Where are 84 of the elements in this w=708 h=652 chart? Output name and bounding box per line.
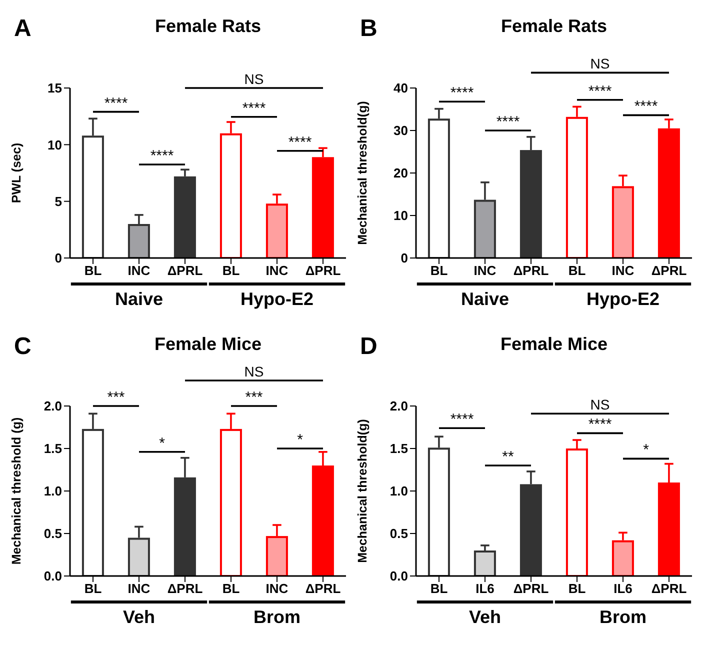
x-tick-label: ΔPRL [513, 263, 549, 278]
x-tick-label: BL [84, 263, 102, 278]
annotation: **** [588, 416, 612, 434]
y-tick-label: 15 [48, 80, 62, 96]
x-tick-label: ΔPRL [651, 263, 687, 278]
annotation: *** [107, 389, 125, 406]
x-tick-label: BL [568, 581, 586, 596]
text: Naive [114, 289, 164, 309]
x-tick-label: INC [612, 263, 635, 278]
annotation: **** [104, 94, 128, 112]
x-tick-label: INC [474, 263, 497, 278]
x-tick-label: INC [128, 581, 151, 596]
y-tick-label: 20 [394, 166, 408, 181]
annotation: * [643, 442, 650, 459]
x-tick-label: BL [222, 581, 240, 596]
y-axis-title: Mechanical threshold (g) [9, 417, 24, 565]
annotation: **** [242, 100, 266, 117]
y-axis-title: Mechanical threshold(g) [355, 419, 370, 563]
x-tick-label: BL [430, 581, 448, 596]
x-tick-label: ΔPRL [651, 581, 687, 596]
x-tick-label: INC [128, 263, 151, 278]
chart-title: Female Mice [500, 334, 608, 354]
text: Hypo-E2 [586, 289, 660, 309]
annotation: **** [450, 411, 474, 428]
text: Hypo-E2 [240, 289, 314, 309]
annotation: **** [496, 114, 520, 130]
text: C [14, 333, 32, 360]
text: Naive [460, 289, 510, 309]
x-tick-label: BL [430, 263, 448, 278]
annotation: NS [590, 396, 610, 413]
y-tick-label: 10 [48, 137, 62, 152]
text: NS [244, 71, 264, 87]
text: Brom [253, 607, 301, 627]
y-tick-label: 40 [394, 80, 408, 96]
chart-title: Female Rats [154, 16, 262, 36]
y-axis-title: Mechanical threshold(g) [355, 101, 370, 245]
text: Brom [599, 607, 647, 627]
x-tick-label: ΔPRL [167, 263, 203, 278]
y-tick-label: 0.0 [44, 568, 62, 584]
x-tick-label: IL6 [476, 581, 494, 596]
text: A [14, 15, 32, 42]
y-tick-label: 0.5 [44, 526, 62, 542]
x-tick-label: BL [568, 263, 586, 278]
y-tick-label: 1.5 [390, 441, 408, 456]
bar [474, 550, 496, 576]
text: NS [244, 364, 264, 380]
x-tick-label: BL [84, 581, 102, 596]
text: D [360, 333, 378, 360]
y-tick-label: 30 [394, 123, 408, 138]
y-tick-label: 0 [54, 250, 62, 266]
text: B [360, 15, 378, 42]
y-tick-label: 5 [54, 194, 62, 209]
x-tick-label: INC [266, 263, 289, 278]
annotation: *** [245, 389, 263, 406]
x-tick-label: ΔPRL [167, 581, 203, 596]
annotation: * [159, 434, 166, 452]
y-tick-label: 1.0 [390, 484, 408, 499]
x-tick-label: BL [222, 263, 240, 278]
y-tick-label: 2.0 [390, 398, 408, 414]
annotation: **** [288, 134, 312, 151]
y-tick-label: 10 [394, 208, 408, 224]
text: NS [590, 56, 610, 72]
y-tick-label: 1.0 [44, 484, 62, 499]
y-axis-title: PWL (sec) [9, 142, 24, 204]
chart-title: Female Rats [500, 16, 608, 36]
annotation: **** [588, 82, 612, 100]
annotation: **** [150, 148, 174, 164]
text: Veh [122, 607, 156, 627]
annotation: **** [634, 98, 658, 116]
x-tick-label: IL6 [614, 581, 632, 596]
x-tick-label: INC [266, 581, 289, 596]
x-tick-label: ΔPRL [513, 581, 549, 596]
text: Veh [468, 607, 502, 627]
y-tick-label: 0 [400, 250, 408, 266]
y-tick-label: 1.5 [44, 441, 62, 456]
y-tick-label: 0.0 [390, 568, 408, 584]
y-tick-label: 0.5 [390, 526, 408, 542]
chart-title: Female Mice [154, 334, 262, 354]
annotation: * [297, 432, 304, 448]
annotation: **** [450, 84, 474, 102]
x-tick-label: ΔPRL [305, 263, 341, 278]
annotation: ** [502, 448, 514, 466]
y-tick-label: 2.0 [44, 398, 62, 414]
x-tick-label: ΔPRL [305, 581, 341, 596]
